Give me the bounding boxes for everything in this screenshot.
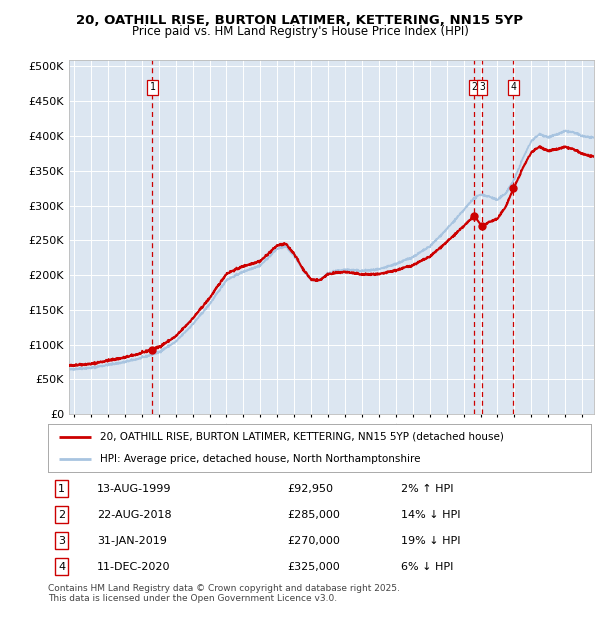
Text: 4: 4 [511,82,517,92]
Text: £270,000: £270,000 [287,536,340,546]
Text: 2% ↑ HPI: 2% ↑ HPI [401,484,454,494]
Text: 22-AUG-2018: 22-AUG-2018 [97,510,172,520]
Text: 13-AUG-1999: 13-AUG-1999 [97,484,172,494]
Text: 2: 2 [472,82,478,92]
Text: 6% ↓ HPI: 6% ↓ HPI [401,562,454,572]
Text: 20, OATHILL RISE, BURTON LATIMER, KETTERING, NN15 5YP (detached house): 20, OATHILL RISE, BURTON LATIMER, KETTER… [100,432,503,442]
Text: Price paid vs. HM Land Registry's House Price Index (HPI): Price paid vs. HM Land Registry's House … [131,25,469,38]
Text: 2: 2 [58,510,65,520]
Text: 1: 1 [149,82,155,92]
Text: £285,000: £285,000 [287,510,340,520]
Text: 4: 4 [58,562,65,572]
Text: 11-DEC-2020: 11-DEC-2020 [97,562,170,572]
Text: 20, OATHILL RISE, BURTON LATIMER, KETTERING, NN15 5YP: 20, OATHILL RISE, BURTON LATIMER, KETTER… [77,14,523,27]
Text: 14% ↓ HPI: 14% ↓ HPI [401,510,460,520]
Text: 1: 1 [58,484,65,494]
Text: £325,000: £325,000 [287,562,340,572]
Text: Contains HM Land Registry data © Crown copyright and database right 2025.
This d: Contains HM Land Registry data © Crown c… [48,584,400,603]
Text: 3: 3 [479,82,485,92]
Text: £92,950: £92,950 [287,484,333,494]
Text: 31-JAN-2019: 31-JAN-2019 [97,536,167,546]
Text: 3: 3 [58,536,65,546]
Text: 19% ↓ HPI: 19% ↓ HPI [401,536,460,546]
Text: HPI: Average price, detached house, North Northamptonshire: HPI: Average price, detached house, Nort… [100,454,420,464]
